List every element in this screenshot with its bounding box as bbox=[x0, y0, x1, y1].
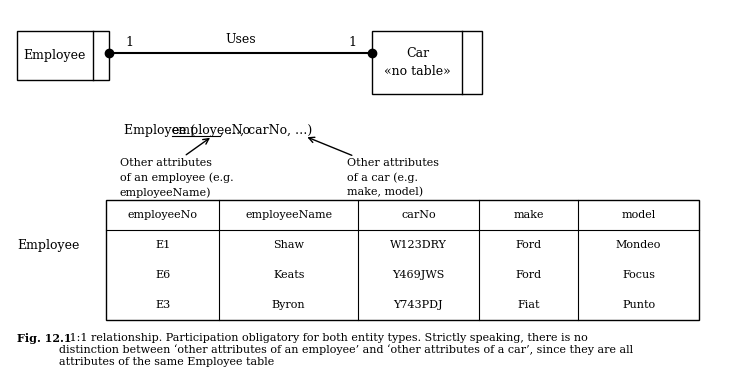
Text: , …, carNo, …): , …, carNo, …) bbox=[220, 124, 312, 137]
Text: Car
«no table»: Car «no table» bbox=[384, 47, 451, 78]
Text: Ford: Ford bbox=[515, 270, 541, 280]
Text: E1: E1 bbox=[155, 240, 170, 250]
Text: Uses: Uses bbox=[225, 33, 256, 46]
Bar bbox=[372, 31, 482, 94]
Text: make: make bbox=[514, 210, 544, 220]
Text: Ford: Ford bbox=[515, 240, 541, 250]
Text: Employee (: Employee ( bbox=[123, 124, 195, 137]
Bar bbox=[105, 200, 699, 320]
Text: Employee: Employee bbox=[17, 239, 79, 252]
Text: Fiat: Fiat bbox=[517, 300, 540, 310]
Text: 1: 1 bbox=[125, 36, 133, 49]
Text: Other attributes
of a car (e.g.
make, model): Other attributes of a car (e.g. make, mo… bbox=[347, 158, 439, 197]
Text: employeeName: employeeName bbox=[245, 210, 332, 220]
Text: Byron: Byron bbox=[272, 300, 306, 310]
Text: Fig. 12.1: Fig. 12.1 bbox=[17, 333, 72, 344]
Text: Y469JWS: Y469JWS bbox=[392, 270, 444, 280]
Text: employeeNo: employeeNo bbox=[172, 124, 251, 137]
Text: 1:1 relationship. Participation obligatory for both entity types. Strictly speak: 1:1 relationship. Participation obligato… bbox=[59, 333, 633, 367]
Text: employeeNo: employeeNo bbox=[127, 210, 197, 220]
Bar bbox=[17, 31, 109, 79]
Text: Mondeo: Mondeo bbox=[616, 240, 661, 250]
Text: carNo: carNo bbox=[401, 210, 436, 220]
Text: E6: E6 bbox=[155, 270, 170, 280]
Text: E3: E3 bbox=[155, 300, 170, 310]
Text: Y743PDJ: Y743PDJ bbox=[394, 300, 444, 310]
Text: Other attributes
of an employee (e.g.
employeeName): Other attributes of an employee (e.g. em… bbox=[120, 158, 233, 198]
Text: Employee: Employee bbox=[23, 48, 86, 62]
Text: model: model bbox=[621, 210, 656, 220]
Text: 1: 1 bbox=[349, 36, 357, 49]
Text: Focus: Focus bbox=[622, 270, 655, 280]
Text: Punto: Punto bbox=[622, 300, 655, 310]
Text: W123DRY: W123DRY bbox=[390, 240, 447, 250]
Text: Keats: Keats bbox=[273, 270, 304, 280]
Text: Shaw: Shaw bbox=[273, 240, 304, 250]
